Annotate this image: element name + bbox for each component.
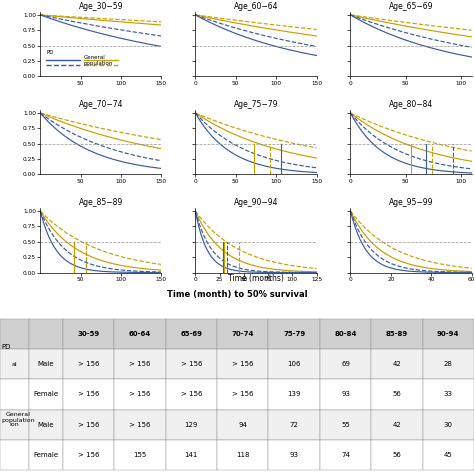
Text: General
population: General population bbox=[1, 412, 35, 422]
Title: Age_30−59: Age_30−59 bbox=[79, 2, 123, 11]
Text: Time (months): Time (months) bbox=[228, 274, 284, 283]
Title: Age_85−89: Age_85−89 bbox=[79, 198, 123, 207]
Text: Time (month) to 50% survival: Time (month) to 50% survival bbox=[167, 290, 307, 299]
Title: Age_70−74: Age_70−74 bbox=[79, 100, 123, 109]
Title: Age_75−79: Age_75−79 bbox=[234, 100, 278, 109]
Title: Age_65−69: Age_65−69 bbox=[389, 2, 433, 11]
Text: General
population: General population bbox=[84, 55, 113, 66]
Text: PD: PD bbox=[46, 50, 54, 55]
Title: Age_80−84: Age_80−84 bbox=[389, 100, 433, 109]
Title: Age_60−64: Age_60−64 bbox=[234, 2, 278, 11]
Title: Age_90−94: Age_90−94 bbox=[234, 198, 278, 207]
Text: PD: PD bbox=[1, 344, 10, 350]
Title: Age_95−99: Age_95−99 bbox=[389, 198, 433, 207]
